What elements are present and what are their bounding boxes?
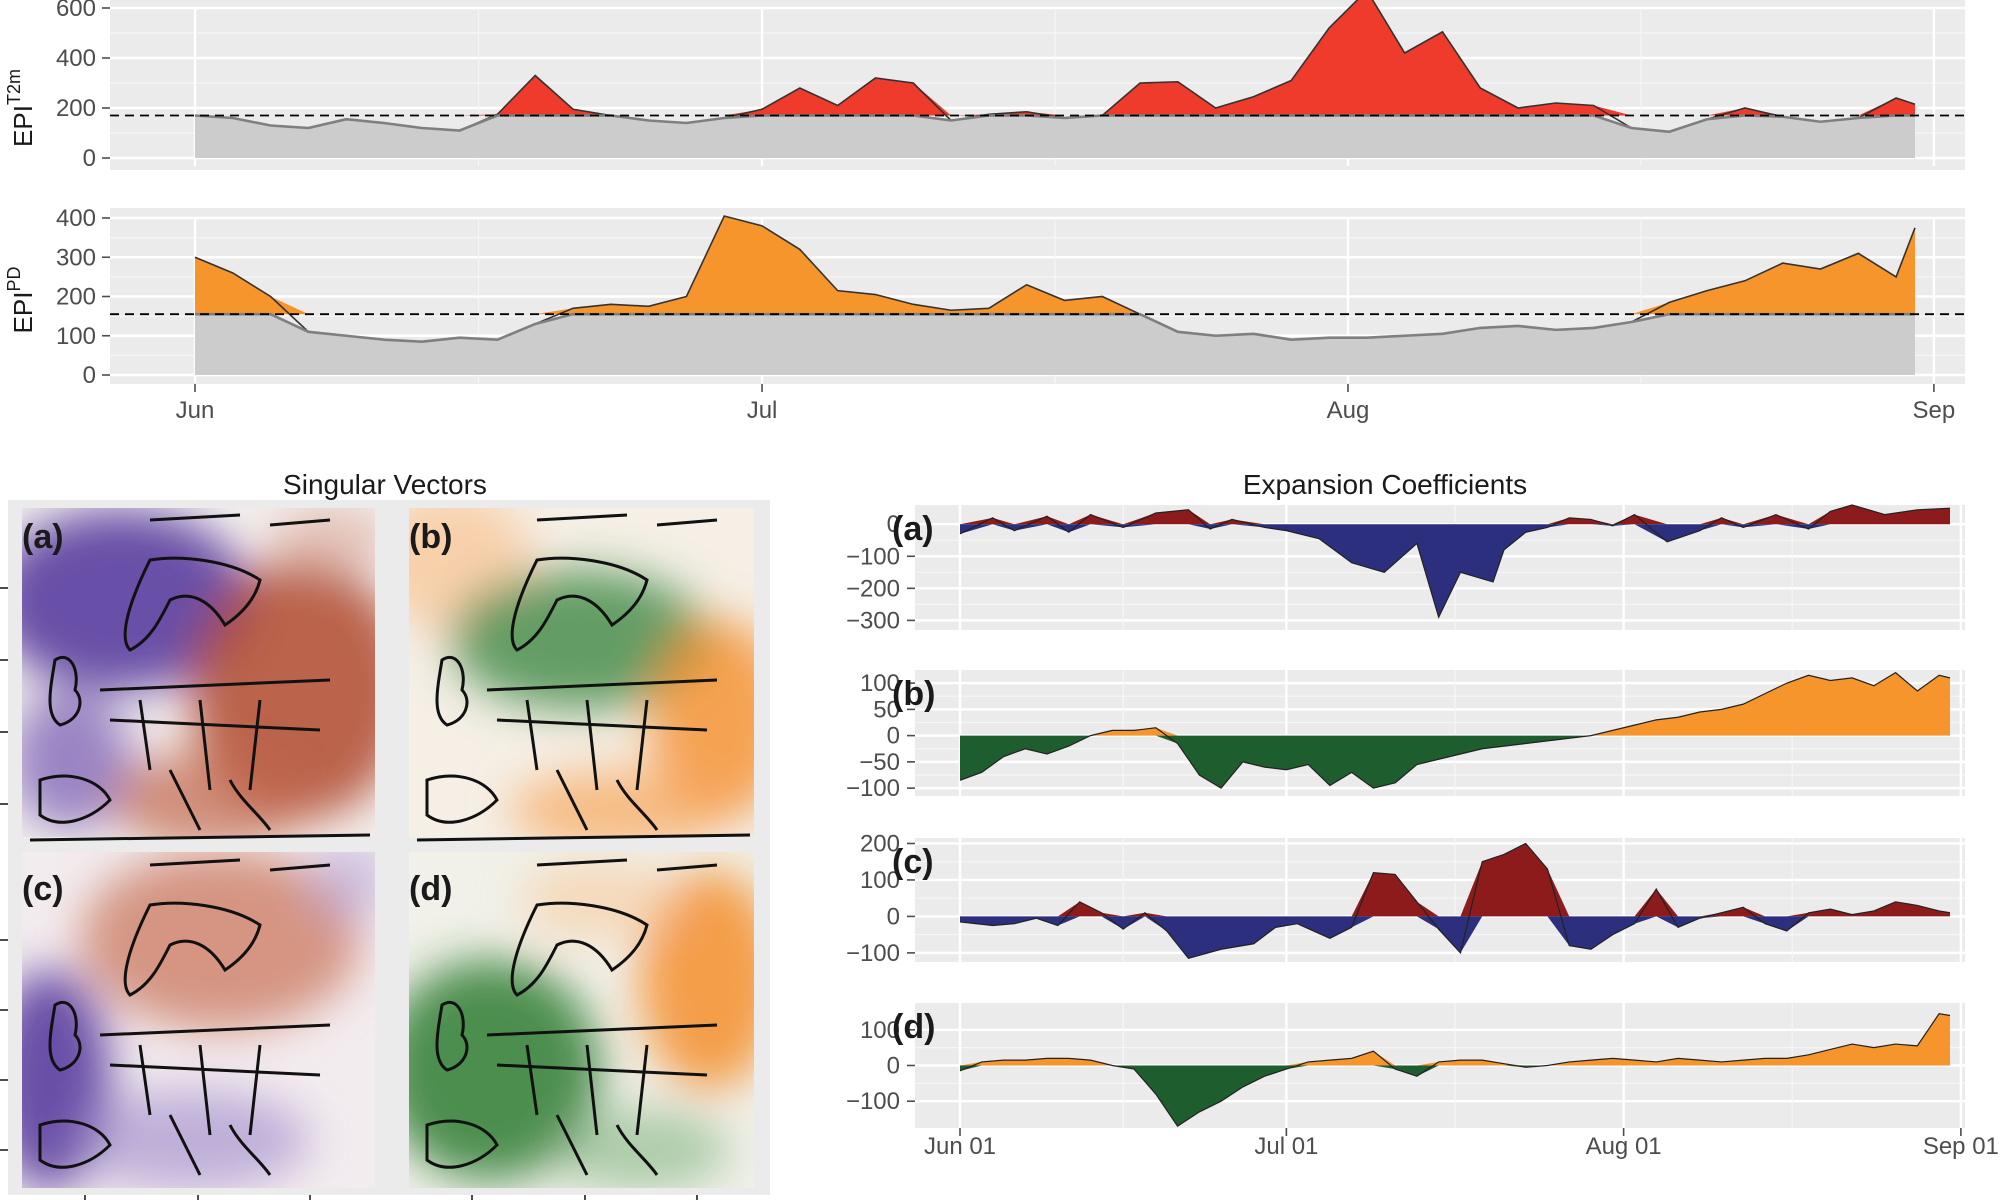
map-d [409,852,754,1188]
y-tick-label: 100 [860,1017,900,1044]
y-tick-label: −100 [846,775,900,802]
expansion-coefficients-title: Expansion Coefficients [1243,469,1527,500]
positive-area [960,505,1950,525]
y-tick-label: −300 [846,607,900,634]
y-tick-label: −100 [846,940,900,967]
x-tick-label: Sep [1913,397,1956,424]
series-line [959,504,1951,619]
ec-panel-a: 0 −100 −200 −300 (a) [846,504,1965,634]
x-tick-label: Sep 01 [1923,1133,1999,1160]
x-tick-label: Aug 01 [1586,1133,1662,1160]
y-tick-label: 0 [887,723,900,750]
y-tick-label: 100 [860,867,900,894]
ec-x-axis: Jun 01 Jul 01 Aug 01 Sep 01 [924,1128,1999,1160]
x-tick-label: Aug [1327,397,1370,424]
negative-area [960,524,1950,618]
y-tick-label: 0 [83,145,96,172]
positive-area [960,672,1950,736]
negative-area [960,916,1950,959]
epi-t2m-ylabel: EPIT2m [4,69,38,147]
x-tick-label: Jul 01 [1254,1133,1318,1160]
epi-pd-series [110,215,1965,375]
y-tick-label: 400 [56,45,96,72]
negative-area [960,735,1950,789]
y-tick-label: 100 [860,670,900,697]
y-tick-label: 600 [56,0,96,22]
below-threshold-area [195,115,1915,158]
y-tick-label: 200 [56,95,96,122]
y-tick-label: 400 [56,205,96,232]
below-threshold-area [195,314,1915,375]
y-tick-label: 200 [860,830,900,857]
ec-panel-label: (b) [892,675,935,713]
series-line [959,671,1951,789]
ec-panel-c: 200 100 0 −100 (c) [846,830,1965,967]
epi-pd-ylabel: EPIPD [4,267,38,334]
coastlines [29,513,751,1176]
positive-area [960,1013,1950,1066]
y-tick-label: 100 [56,323,96,350]
epi-pd-y-axis: 0 100 200 300 400 [56,205,110,389]
map-b-label: (b) [409,518,452,556]
y-tick-label: 0 [887,903,900,930]
map-a-label: (a) [22,518,64,556]
y-tick-label: 0 [83,362,96,389]
ec-panel-label: (a) [892,510,934,548]
x-tick-label: Jul [747,397,778,424]
series-line [959,1013,1951,1128]
coastlines-map-d [425,858,718,1176]
y-tick-label: −200 [846,575,900,602]
x-tick-label: Jun 01 [924,1133,996,1160]
series-line [959,842,1951,960]
y-tick-label: 200 [56,284,96,311]
map-d-label: (d) [409,870,452,908]
above-threshold-area [195,216,1915,315]
negative-area [960,1065,1950,1127]
map-a [22,508,375,837]
y-tick-label: 300 [56,244,96,271]
coastlines-map-a [29,513,371,842]
y-tick-label: 50 [873,696,900,723]
y-tick-label: 0 [887,511,900,538]
y-tick-label: −100 [846,543,900,570]
epi-pd-panel: 0 100 200 300 400 EPIPD [4,205,1965,389]
y-tick-label: 0 [887,1053,900,1080]
singular-vector-maps: (a) (b) (c) (d) [0,500,770,1200]
coastlines-map-c [38,858,331,1176]
ec-panel-label: (d) [892,1008,935,1046]
map-c-label: (c) [22,870,64,908]
coastlines-map-b [416,513,751,842]
below-threshold-line [194,114,1915,134]
ec-panel-label: (c) [892,843,934,881]
y-tick-label: −50 [859,749,900,776]
epi-t2m-panel: 0 200 400 600 EPIT2m [4,0,1965,172]
epi-t2m-series [110,0,1965,158]
epi-t2m-y-axis: 0 200 400 600 [56,0,110,172]
map-b [409,508,754,837]
singular-vectors-title: Singular Vectors [283,469,487,500]
below-threshold-line [195,312,1915,343]
map-c [22,852,375,1188]
ec-panel-background [915,838,1965,962]
ec-panel-d: 100 0 −100 (d) [846,1003,1965,1128]
map-axis-ticks [0,587,698,1200]
x-tick-label: Jun [176,397,215,424]
expansion-coefficient-panels: 0−100−200−300(a)100500−50−100(b)2001000−… [846,504,1965,1128]
y-tick-label: −100 [846,1088,900,1115]
top-x-axis: Jun Jul Aug Sep [176,384,1956,424]
